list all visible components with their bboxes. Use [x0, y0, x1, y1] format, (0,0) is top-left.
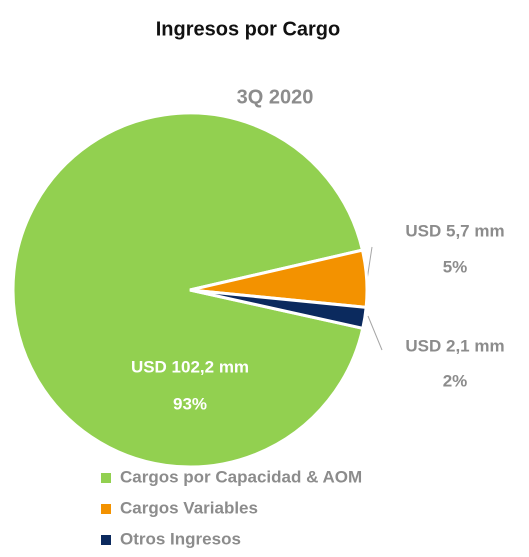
legend-label: Cargos por Capacidad & AOM: [120, 467, 362, 486]
pie-slice: [189, 288, 368, 331]
pie-slice: [11, 111, 365, 469]
legend-label: Otros Ingresos: [120, 529, 241, 548]
percent-label: 2%: [443, 371, 468, 390]
legend-swatch: [101, 473, 111, 483]
percent-label: 5%: [443, 257, 468, 276]
chart-subtitle: 3Q 2020: [237, 86, 314, 108]
legend-swatch: [101, 504, 111, 514]
legend-label: Cargos Variables: [120, 498, 258, 517]
data-label: USD 2,1 mm: [405, 336, 504, 355]
leader-line: [367, 315, 383, 351]
data-label: USD 102,2 mm: [131, 357, 249, 376]
percent-label: 93%: [173, 394, 207, 413]
data-label: USD 5,7 mm: [405, 221, 504, 240]
legend-swatch: [101, 535, 111, 545]
chart-title: Ingresos por Cargo: [156, 18, 340, 40]
